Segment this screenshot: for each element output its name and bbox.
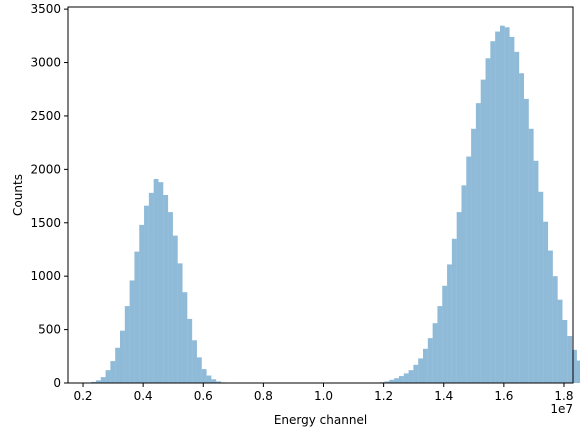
histogram-bar	[524, 98, 529, 383]
histogram-bar	[110, 361, 116, 383]
histogram-bar	[187, 318, 193, 383]
histogram-bar	[504, 27, 510, 384]
histogram-bar	[552, 276, 558, 383]
y-tick-label: 3500	[30, 2, 61, 16]
histogram-bar	[105, 370, 111, 383]
histogram-bar	[192, 340, 197, 383]
x-tick-label: 0.4	[134, 389, 153, 403]
histogram-bar	[437, 306, 443, 383]
histogram-bar	[562, 319, 568, 383]
y-axis-label: Counts	[11, 174, 25, 216]
histogram-bar	[480, 79, 486, 384]
plot-frame	[67, 6, 574, 384]
x-tick-label: 0.2	[73, 389, 92, 403]
y-tick-label: 500	[38, 323, 61, 337]
histogram-bar	[576, 360, 580, 383]
y-tick-label: 0	[53, 376, 61, 390]
histogram-bar	[403, 373, 409, 383]
y-tick-label: 2500	[30, 109, 61, 123]
histogram-bar	[158, 182, 164, 383]
histogram-bar	[216, 381, 222, 383]
histogram-bar	[533, 160, 539, 383]
histogram-bar	[413, 364, 419, 383]
histogram-bar	[447, 264, 452, 383]
histogram-bar	[572, 349, 577, 383]
histogram-bar	[509, 36, 515, 384]
x-tick-label: 0.6	[194, 389, 213, 403]
histogram-bar	[557, 299, 563, 383]
histogram-bar	[129, 280, 135, 383]
histogram-bar	[548, 250, 553, 383]
x-axis-label: Energy channel	[274, 413, 367, 427]
histogram-bar	[148, 192, 154, 383]
histogram-bar	[95, 380, 101, 383]
histogram-bar	[427, 338, 433, 383]
histogram-bar	[201, 369, 207, 383]
histogram-bar	[389, 379, 395, 383]
y-axis-ticks: 0 500 1000 1500 2000 2500 3000 3500	[30, 2, 68, 390]
x-tick-label: 1.4	[434, 389, 453, 403]
histogram-bar	[196, 357, 202, 383]
histogram-bar	[538, 191, 544, 383]
histogram-bar	[91, 381, 96, 383]
histogram-bar	[567, 336, 573, 383]
histogram-bar	[182, 292, 188, 383]
histogram-bar	[471, 128, 476, 383]
histogram-bar	[466, 156, 472, 383]
histogram-bar	[100, 377, 106, 383]
histogram-bar	[461, 185, 467, 383]
histogram-bar	[206, 375, 212, 383]
histogram-bar	[519, 73, 525, 384]
histogram-bar	[418, 358, 424, 383]
x-tick-label: 1.0	[314, 389, 333, 403]
x-tick-label: 0.8	[254, 389, 273, 403]
histogram-bar	[177, 263, 183, 383]
histogram-bar	[120, 330, 125, 383]
histogram-bar	[442, 285, 448, 383]
histogram-bar	[384, 381, 390, 383]
x-tick-label: 1.6	[494, 389, 513, 403]
histogram-bar	[144, 205, 149, 383]
histogram-bar	[514, 51, 520, 383]
histogram-bar	[451, 238, 457, 383]
histogram-bar	[134, 251, 140, 383]
y-tick-label: 1500	[30, 216, 61, 230]
histogram-bar	[485, 58, 491, 383]
histogram-bar	[398, 376, 404, 383]
histogram-bar	[490, 41, 496, 383]
histogram-bar	[172, 235, 178, 383]
x-axis-ticks: 0.2 0.4 0.6 0.8 1.0 1.2 1.4 1.6 1.8	[73, 383, 574, 403]
histogram-bar	[543, 221, 549, 383]
histogram-bar	[495, 31, 500, 384]
histogram-bar	[423, 348, 428, 383]
histogram-bar	[139, 224, 145, 383]
histogram-bar	[432, 323, 438, 383]
histogram-bar	[528, 128, 534, 383]
histogram-bar	[456, 212, 462, 383]
histogram-bar	[211, 379, 217, 383]
histogram-bar	[168, 212, 173, 383]
histogram-bar	[475, 103, 481, 384]
histogram-bar	[163, 195, 169, 383]
histogram-bar	[394, 378, 399, 383]
y-tick-label: 1000	[30, 269, 61, 283]
histogram-bar	[124, 306, 130, 383]
histogram-bars	[81, 25, 580, 384]
y-tick-label: 2000	[30, 162, 61, 176]
histogram-bar	[115, 347, 121, 383]
histogram-bar	[499, 25, 505, 384]
x-tick-label: 1.8	[554, 389, 573, 403]
x-offset-label: 1e7	[550, 402, 573, 416]
histogram-bar	[153, 178, 159, 383]
x-tick-label: 1.2	[374, 389, 393, 403]
histogram-bar	[408, 370, 414, 383]
y-tick-label: 3000	[30, 56, 61, 70]
